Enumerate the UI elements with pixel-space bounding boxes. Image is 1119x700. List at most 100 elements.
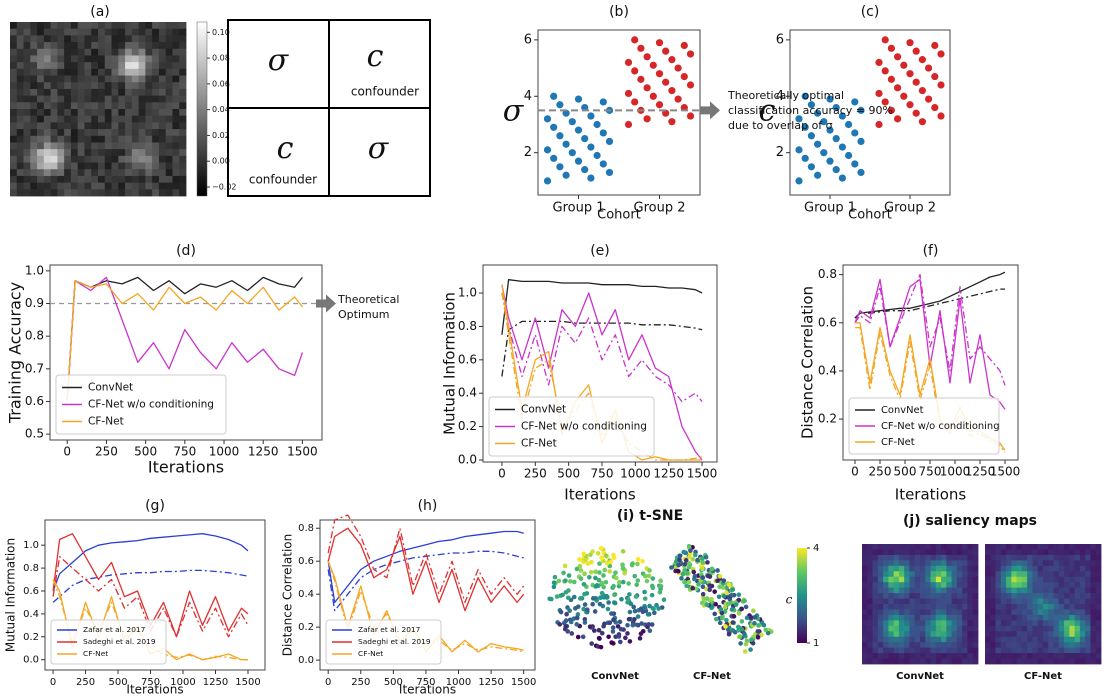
image-pixel — [17, 122, 24, 129]
image-pixel — [10, 169, 17, 176]
saliency-pixel — [909, 659, 915, 665]
image-pixel — [91, 109, 98, 116]
panel-title: (a) — [90, 4, 110, 20]
tsne-point — [748, 647, 753, 652]
saliency-pixel — [1043, 631, 1049, 637]
saliency-pixel — [894, 659, 900, 665]
x-tick-label: 1000 — [209, 445, 240, 459]
image-pixel — [159, 96, 166, 103]
image-pixel — [179, 149, 186, 156]
image-pixel — [51, 82, 58, 89]
image-pixel — [172, 42, 179, 49]
saliency-pixel — [1064, 631, 1070, 637]
image-pixel — [71, 156, 78, 163]
image-pixel — [179, 35, 186, 42]
image-pixel — [145, 35, 152, 42]
saliency-pixel — [925, 615, 931, 621]
image-pixel — [112, 76, 119, 83]
saliency-pixel — [862, 637, 868, 643]
colorbar-label: c — [786, 593, 793, 607]
image-pixel — [64, 102, 71, 109]
saliency-pixel — [894, 631, 900, 637]
saliency-pixel — [883, 544, 889, 550]
saliency-pixel — [1017, 659, 1023, 665]
saliency-pixel — [1096, 577, 1102, 583]
image-pixel — [139, 82, 146, 89]
image-pixel — [179, 42, 186, 49]
saliency-pixel — [899, 566, 905, 572]
tsne-point — [602, 568, 607, 573]
image-pixel — [132, 102, 139, 109]
dot — [594, 152, 601, 159]
tsne-point — [626, 597, 631, 602]
saliency-pixel — [1017, 577, 1023, 583]
saliency-pixel — [904, 615, 910, 621]
saliency-pixel — [867, 571, 873, 577]
image-pixel — [71, 42, 78, 49]
image-pixel — [172, 82, 179, 89]
saliency-pixel — [985, 620, 991, 626]
y-tick-label: 0.6 — [23, 586, 39, 597]
saliency-pixel — [1001, 615, 1007, 621]
saliency-pixel — [1043, 555, 1049, 561]
image-pixel — [57, 35, 64, 42]
saliency-pixel — [946, 648, 952, 654]
image-pixel — [172, 55, 179, 62]
image-pixel — [172, 163, 179, 170]
saliency-pixel — [946, 615, 952, 621]
image-pixel — [91, 129, 98, 136]
panel-title: (i) t-SNE — [617, 508, 683, 524]
saliency-pixel — [973, 544, 979, 550]
saliency-pixel — [952, 555, 958, 561]
image-pixel — [105, 136, 112, 143]
saliency-pixel — [1038, 549, 1044, 555]
image-pixel — [78, 183, 85, 190]
image-pixel — [179, 116, 186, 123]
y-axis-label: Distance Correlation — [281, 534, 295, 656]
image-pixel — [159, 183, 166, 190]
saliency-pixel — [990, 571, 996, 577]
saliency-pixel — [1085, 642, 1091, 648]
image-pixel — [118, 29, 125, 36]
saliency-pixel — [946, 555, 952, 561]
image-pixel — [64, 35, 71, 42]
image-pixel — [24, 129, 31, 136]
saliency-pixel — [931, 648, 937, 654]
saliency-pixel — [894, 544, 900, 550]
image-pixel — [30, 136, 37, 143]
saliency-pixel — [941, 577, 947, 583]
image-pixel — [51, 35, 58, 42]
tsne-point — [567, 608, 572, 613]
tsne-point — [601, 604, 606, 609]
saliency-pixel — [1022, 626, 1028, 632]
saliency-pixel — [967, 609, 973, 615]
image-pixel — [145, 169, 152, 176]
image-pixel — [98, 116, 105, 123]
image-pixel — [172, 62, 179, 69]
image-pixel — [159, 136, 166, 143]
saliency-pixel — [862, 648, 868, 654]
saliency-pixel — [1001, 593, 1007, 599]
image-pixel — [139, 96, 146, 103]
image-pixel — [91, 189, 98, 196]
image-pixel — [30, 169, 37, 176]
image-pixel — [37, 82, 44, 89]
saliency-pixel — [1038, 620, 1044, 626]
image-pixel — [118, 55, 125, 62]
image-pixel — [112, 69, 119, 76]
saliency-pixel — [1011, 560, 1017, 566]
saliency-pixel — [1038, 653, 1044, 659]
tsne-point — [566, 588, 571, 593]
saliency-pixel — [1006, 582, 1012, 588]
image-pixel — [30, 89, 37, 96]
image-pixel — [145, 22, 152, 29]
saliency-pixel — [1064, 659, 1070, 665]
saliency-pixel — [962, 599, 968, 605]
dot — [931, 42, 938, 49]
image-pixel — [17, 49, 24, 56]
image-pixel — [166, 176, 173, 183]
image-pixel — [118, 89, 125, 96]
saliency-pixel — [878, 653, 884, 659]
image-pixel — [78, 149, 85, 156]
saliency-pixel — [1080, 609, 1086, 615]
